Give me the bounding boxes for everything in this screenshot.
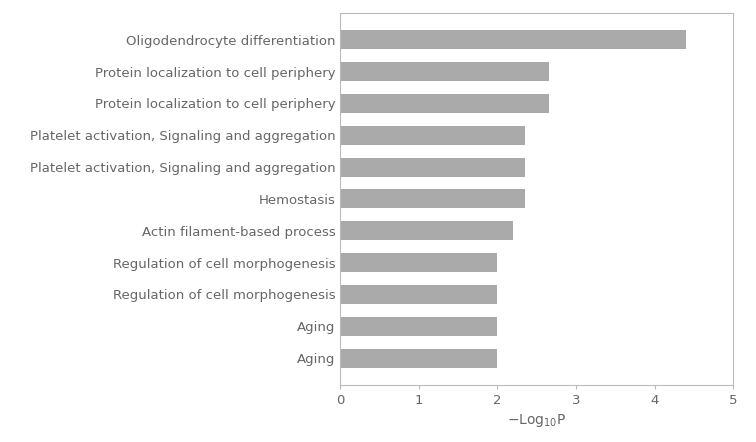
Bar — [340, 221, 513, 240]
Bar — [340, 30, 686, 49]
Bar — [340, 349, 497, 368]
Bar — [340, 285, 497, 304]
Bar — [340, 126, 525, 145]
Bar — [340, 317, 497, 336]
Bar — [340, 157, 525, 177]
Bar — [340, 94, 549, 113]
Bar — [340, 189, 525, 209]
Bar — [340, 62, 549, 81]
X-axis label: $\mathregular{-Log_{10}P}$: $\mathregular{-Log_{10}P}$ — [507, 412, 566, 429]
Bar — [340, 253, 497, 272]
